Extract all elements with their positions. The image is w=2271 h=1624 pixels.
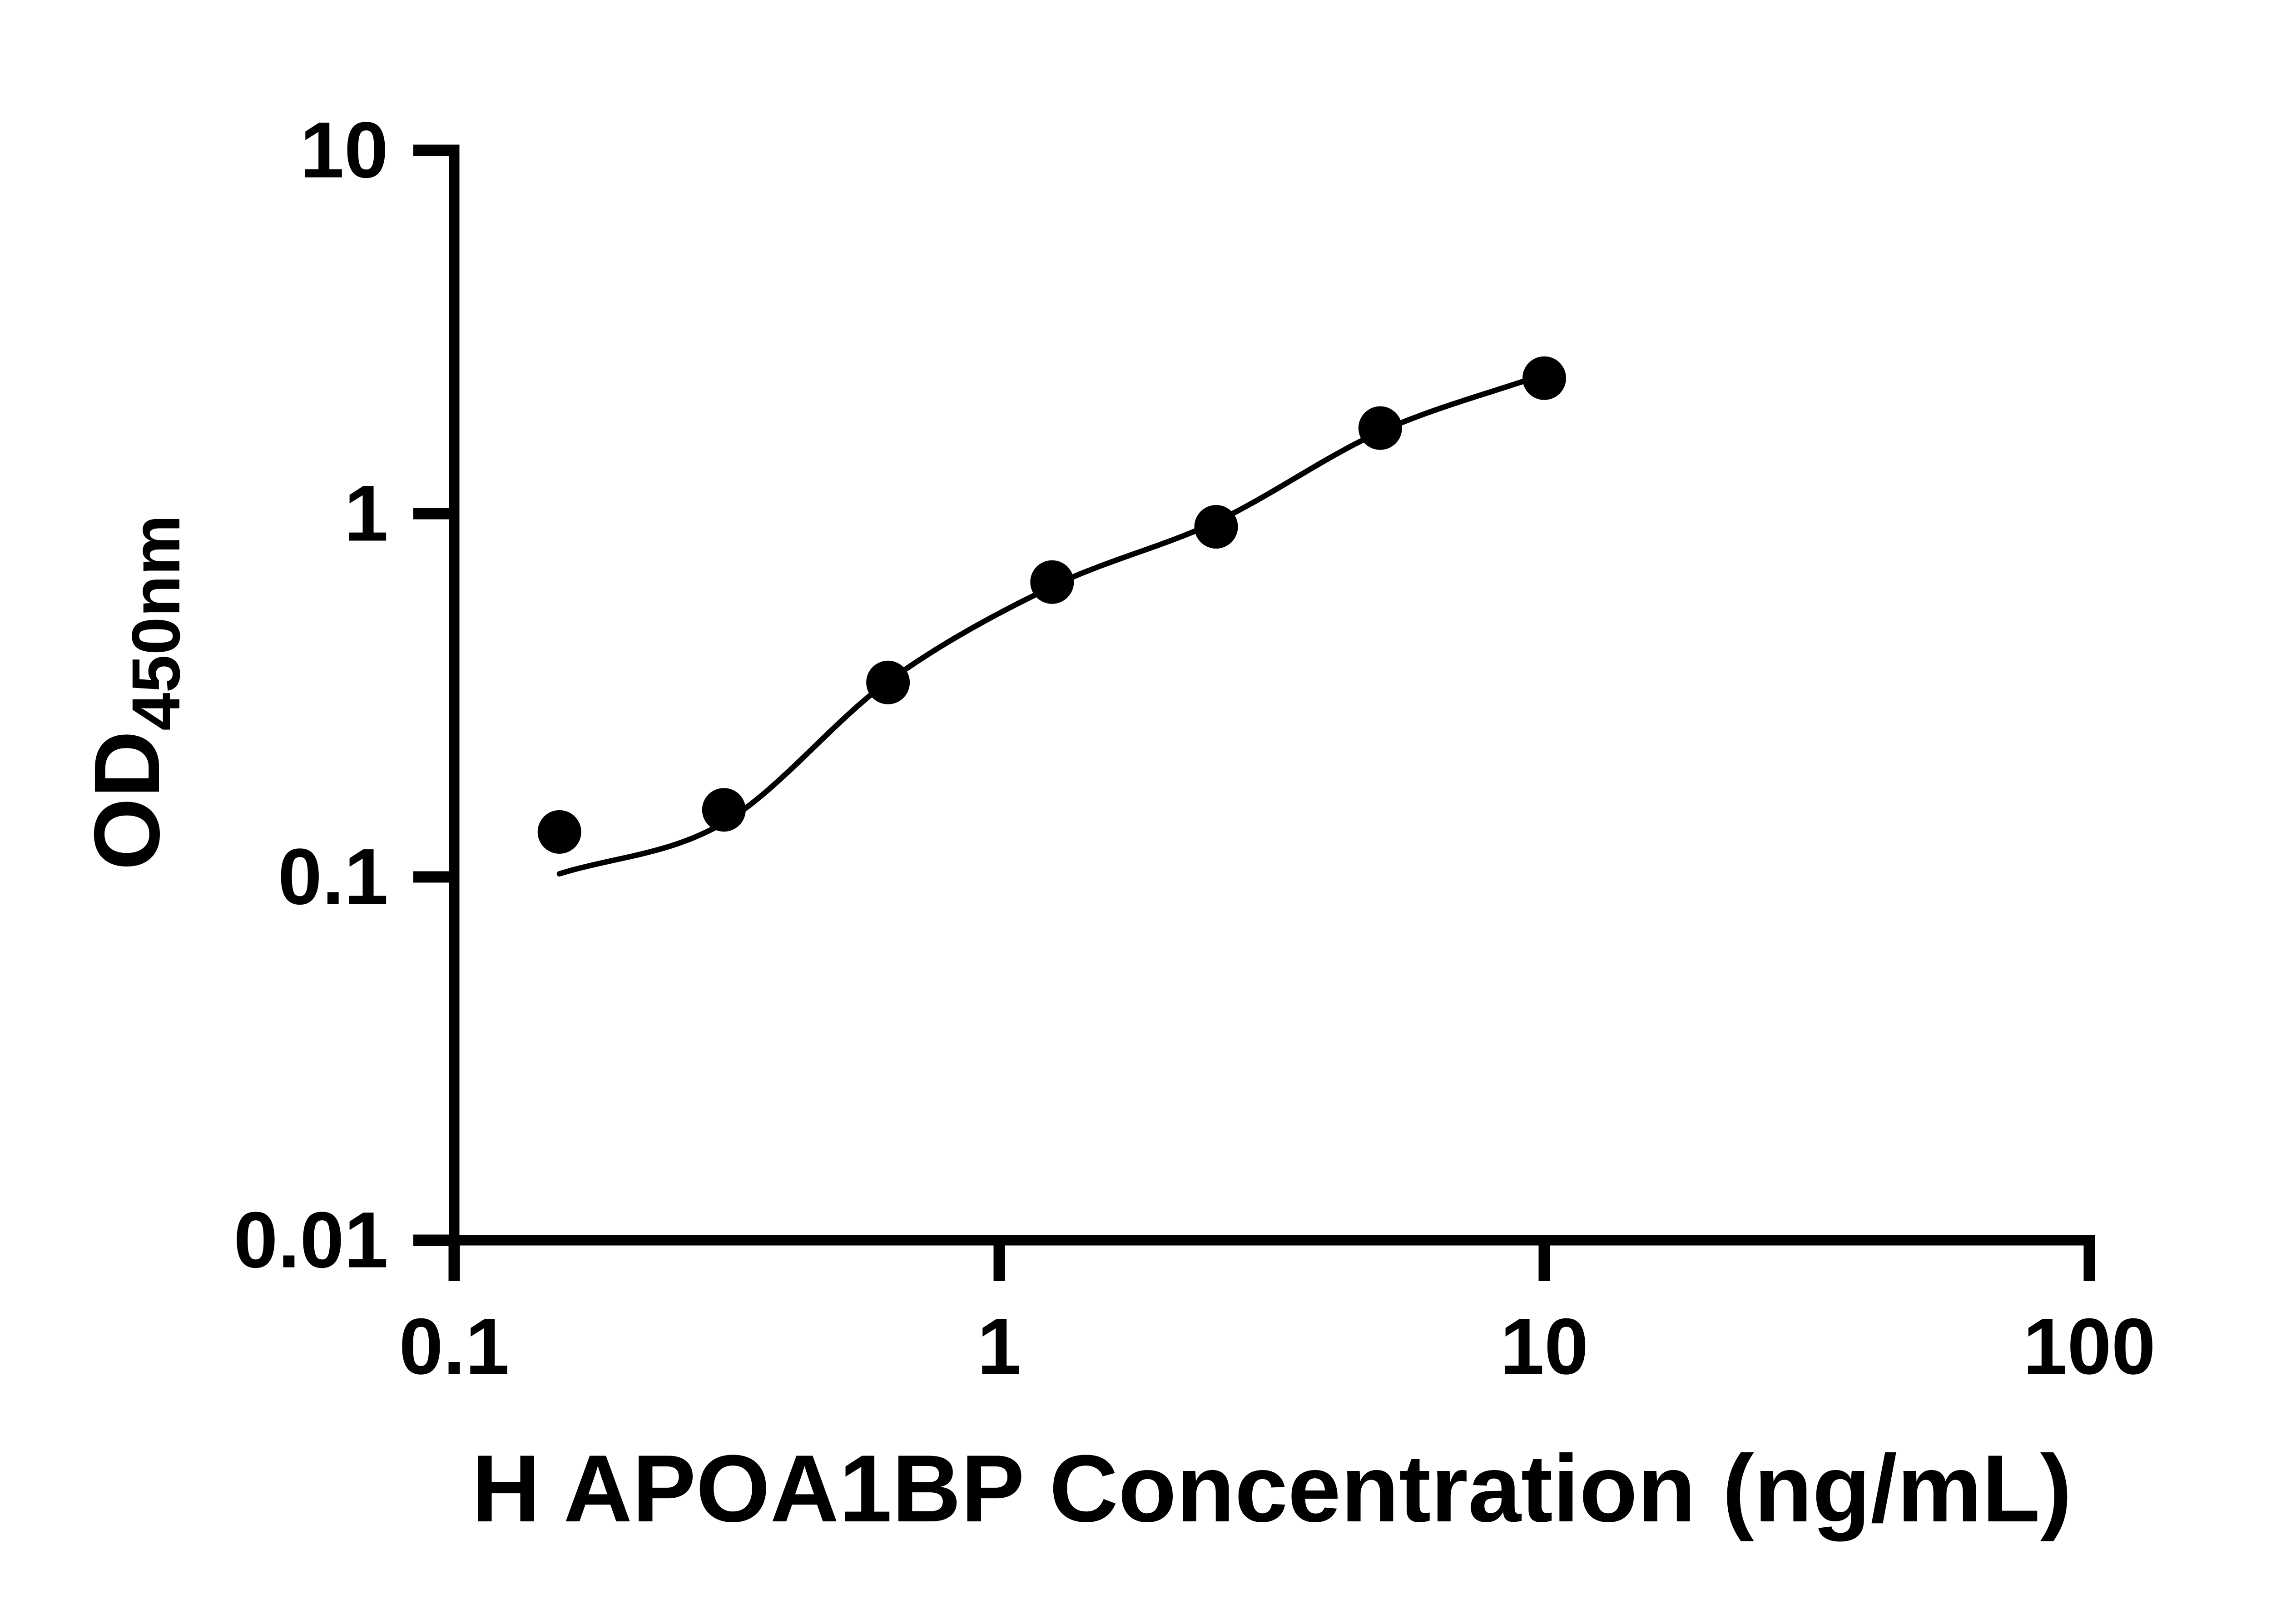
data-point	[1030, 560, 1074, 604]
data-point	[1522, 356, 1566, 400]
x-tick-label: 100	[2023, 1302, 2156, 1391]
x-tick-label: 10	[1500, 1302, 1589, 1391]
y-tick-label: 10	[300, 106, 388, 195]
y-axis-title-main: OD	[75, 731, 179, 871]
data-point	[702, 788, 746, 832]
data-point	[1358, 406, 1402, 450]
y-tick-label: 0.01	[233, 1196, 388, 1285]
data-point	[866, 660, 910, 704]
x-tick-label: 0.1	[399, 1302, 509, 1391]
data-point	[537, 810, 581, 854]
x-axis-title: H APOA1BP Concentration (ng/mL)	[471, 1435, 2072, 1542]
y-axis-title: OD450nm	[75, 515, 194, 871]
y-axis-title-subscript: 450nm	[118, 515, 194, 731]
data-point	[1194, 505, 1238, 549]
y-tick-label: 0.1	[278, 833, 388, 921]
y-tick-label: 1	[344, 470, 388, 558]
x-tick-label: 1	[977, 1302, 1021, 1391]
